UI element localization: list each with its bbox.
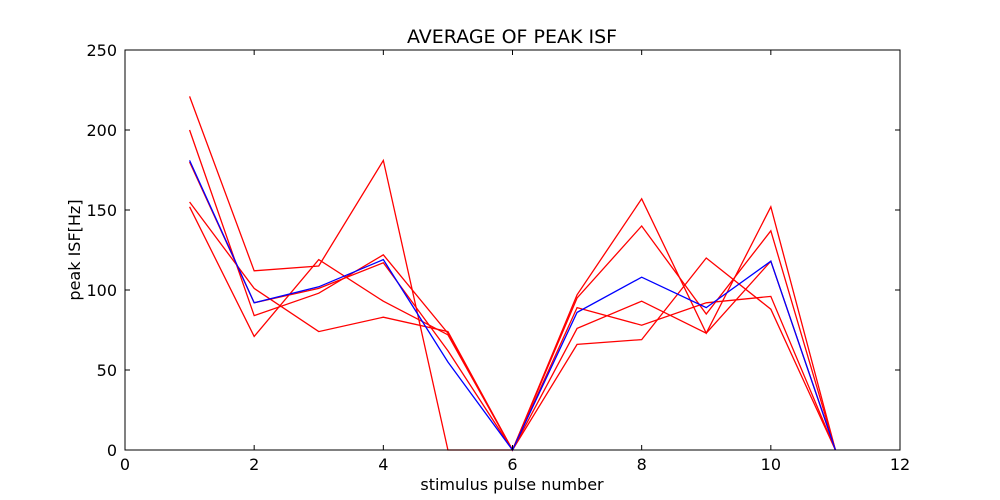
y-tick-label: 0 <box>107 441 117 460</box>
x-tick-label: 12 <box>890 455 910 474</box>
x-axis-label: stimulus pulse number <box>420 475 604 494</box>
x-tick-label: 4 <box>378 455 388 474</box>
x-ticks: 0 2 4 6 8 10 12 <box>120 50 910 474</box>
y-tick-label: 50 <box>97 361 117 380</box>
y-ticks: 0 50 100 150 200 250 <box>86 41 900 460</box>
x-tick-label: 2 <box>249 455 259 474</box>
y-tick-label: 150 <box>86 201 117 220</box>
x-tick-label: 0 <box>120 455 130 474</box>
y-tick-label: 200 <box>86 121 117 140</box>
series-line-5 <box>188 161 837 452</box>
series-line-3 <box>189 201 837 452</box>
x-tick-label: 10 <box>761 455 781 474</box>
y-axis-label: peak ISF[Hz] <box>65 199 84 300</box>
series-line-6 <box>188 160 837 452</box>
y-tick-label: 250 <box>86 41 117 60</box>
series-line-4 <box>188 206 837 452</box>
series-line-2 <box>188 129 837 452</box>
chart-title: AVERAGE OF PEAK ISF <box>407 26 617 48</box>
x-tick-label: 8 <box>637 455 647 474</box>
y-tick-label: 100 <box>86 281 117 300</box>
x-tick-label: 6 <box>507 455 517 474</box>
series-layer <box>188 96 837 452</box>
plot-frame <box>124 49 901 451</box>
